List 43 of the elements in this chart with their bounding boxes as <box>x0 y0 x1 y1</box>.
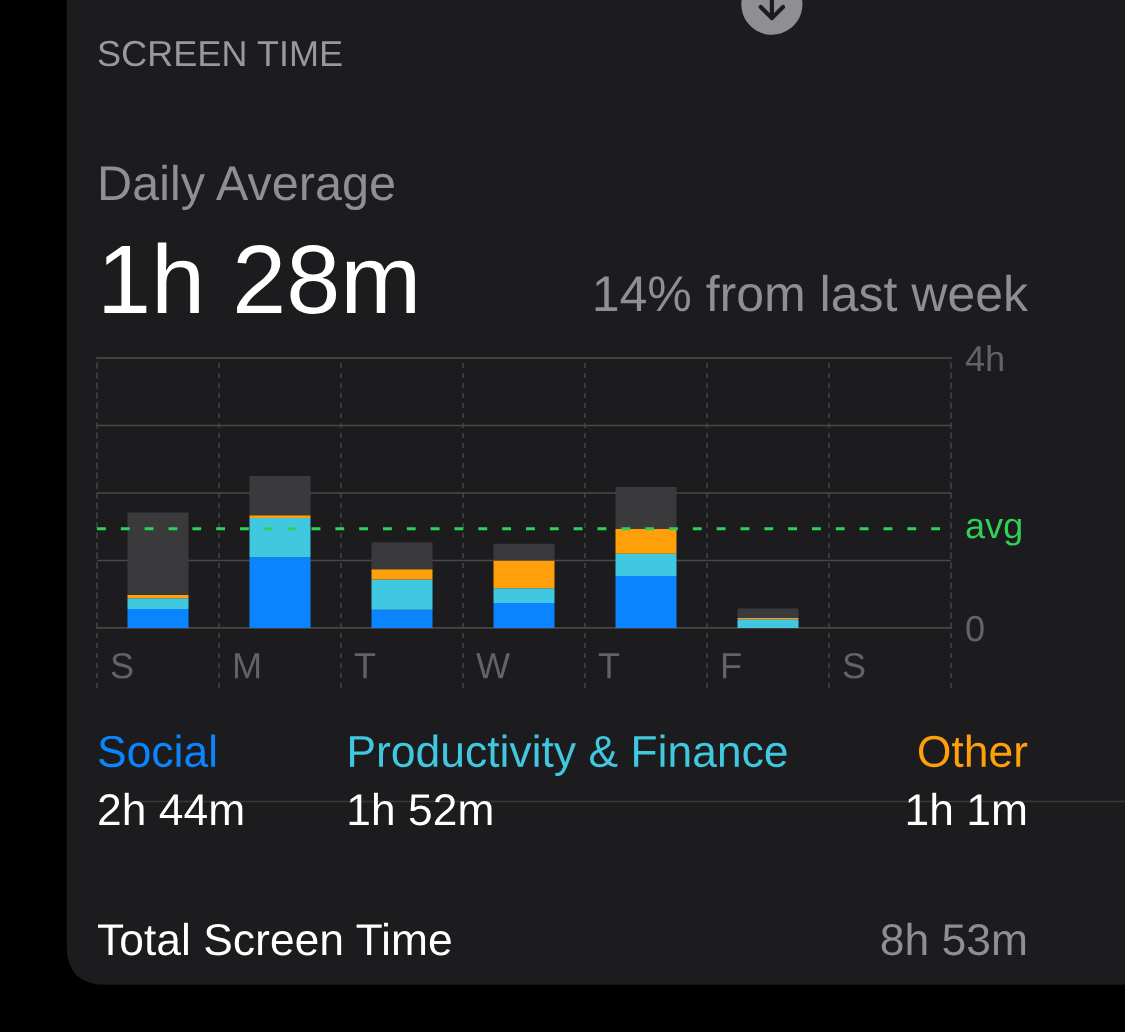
text: Other <box>918 734 1028 768</box>
bar <box>493 603 555 628</box>
x-tick-label: S <box>843 652 865 679</box>
y-tick-label: 0 <box>966 615 984 642</box>
x-tick-label: M <box>234 653 260 679</box>
text: SCREEN TIME <box>98 40 342 67</box>
x-tick-label: T <box>598 653 620 679</box>
text: Productivity & Finance <box>350 734 787 776</box>
bar <box>127 598 189 610</box>
bar <box>249 517 311 558</box>
text: 2h 44m <box>99 792 243 825</box>
bar <box>371 542 433 570</box>
bar <box>737 608 799 618</box>
bar <box>127 512 189 595</box>
bar <box>493 543 555 561</box>
text: 8h 53m <box>881 922 1026 956</box>
bar <box>249 515 311 518</box>
x-tick-label: W <box>476 653 510 679</box>
bar <box>493 588 555 604</box>
bar <box>737 619 799 628</box>
bar <box>615 576 677 628</box>
text: 1h 1m <box>907 792 1026 825</box>
x-tick-label: F <box>722 653 741 679</box>
text: Total Screen Time <box>98 922 451 956</box>
bar <box>249 557 311 628</box>
bar <box>615 486 677 529</box>
x-tick-label: T <box>354 653 376 679</box>
chart-subtitle: 1h 28m <box>104 242 415 314</box>
chart-title: Daily Average <box>100 164 394 211</box>
bar <box>249 476 311 516</box>
y-tick-label: 4h <box>965 344 1003 372</box>
bar <box>371 609 433 628</box>
bar <box>493 560 555 589</box>
x-tick-label: S <box>111 652 133 679</box>
bar <box>371 569 433 580</box>
bar <box>371 579 433 610</box>
bar <box>127 609 189 628</box>
ref-line-label: avg <box>966 518 1021 546</box>
text: Social <box>99 734 216 768</box>
text: 1h 52m <box>349 792 492 826</box>
text: 14% from last week <box>595 274 1029 312</box>
bar <box>615 553 677 577</box>
bar <box>615 528 677 554</box>
